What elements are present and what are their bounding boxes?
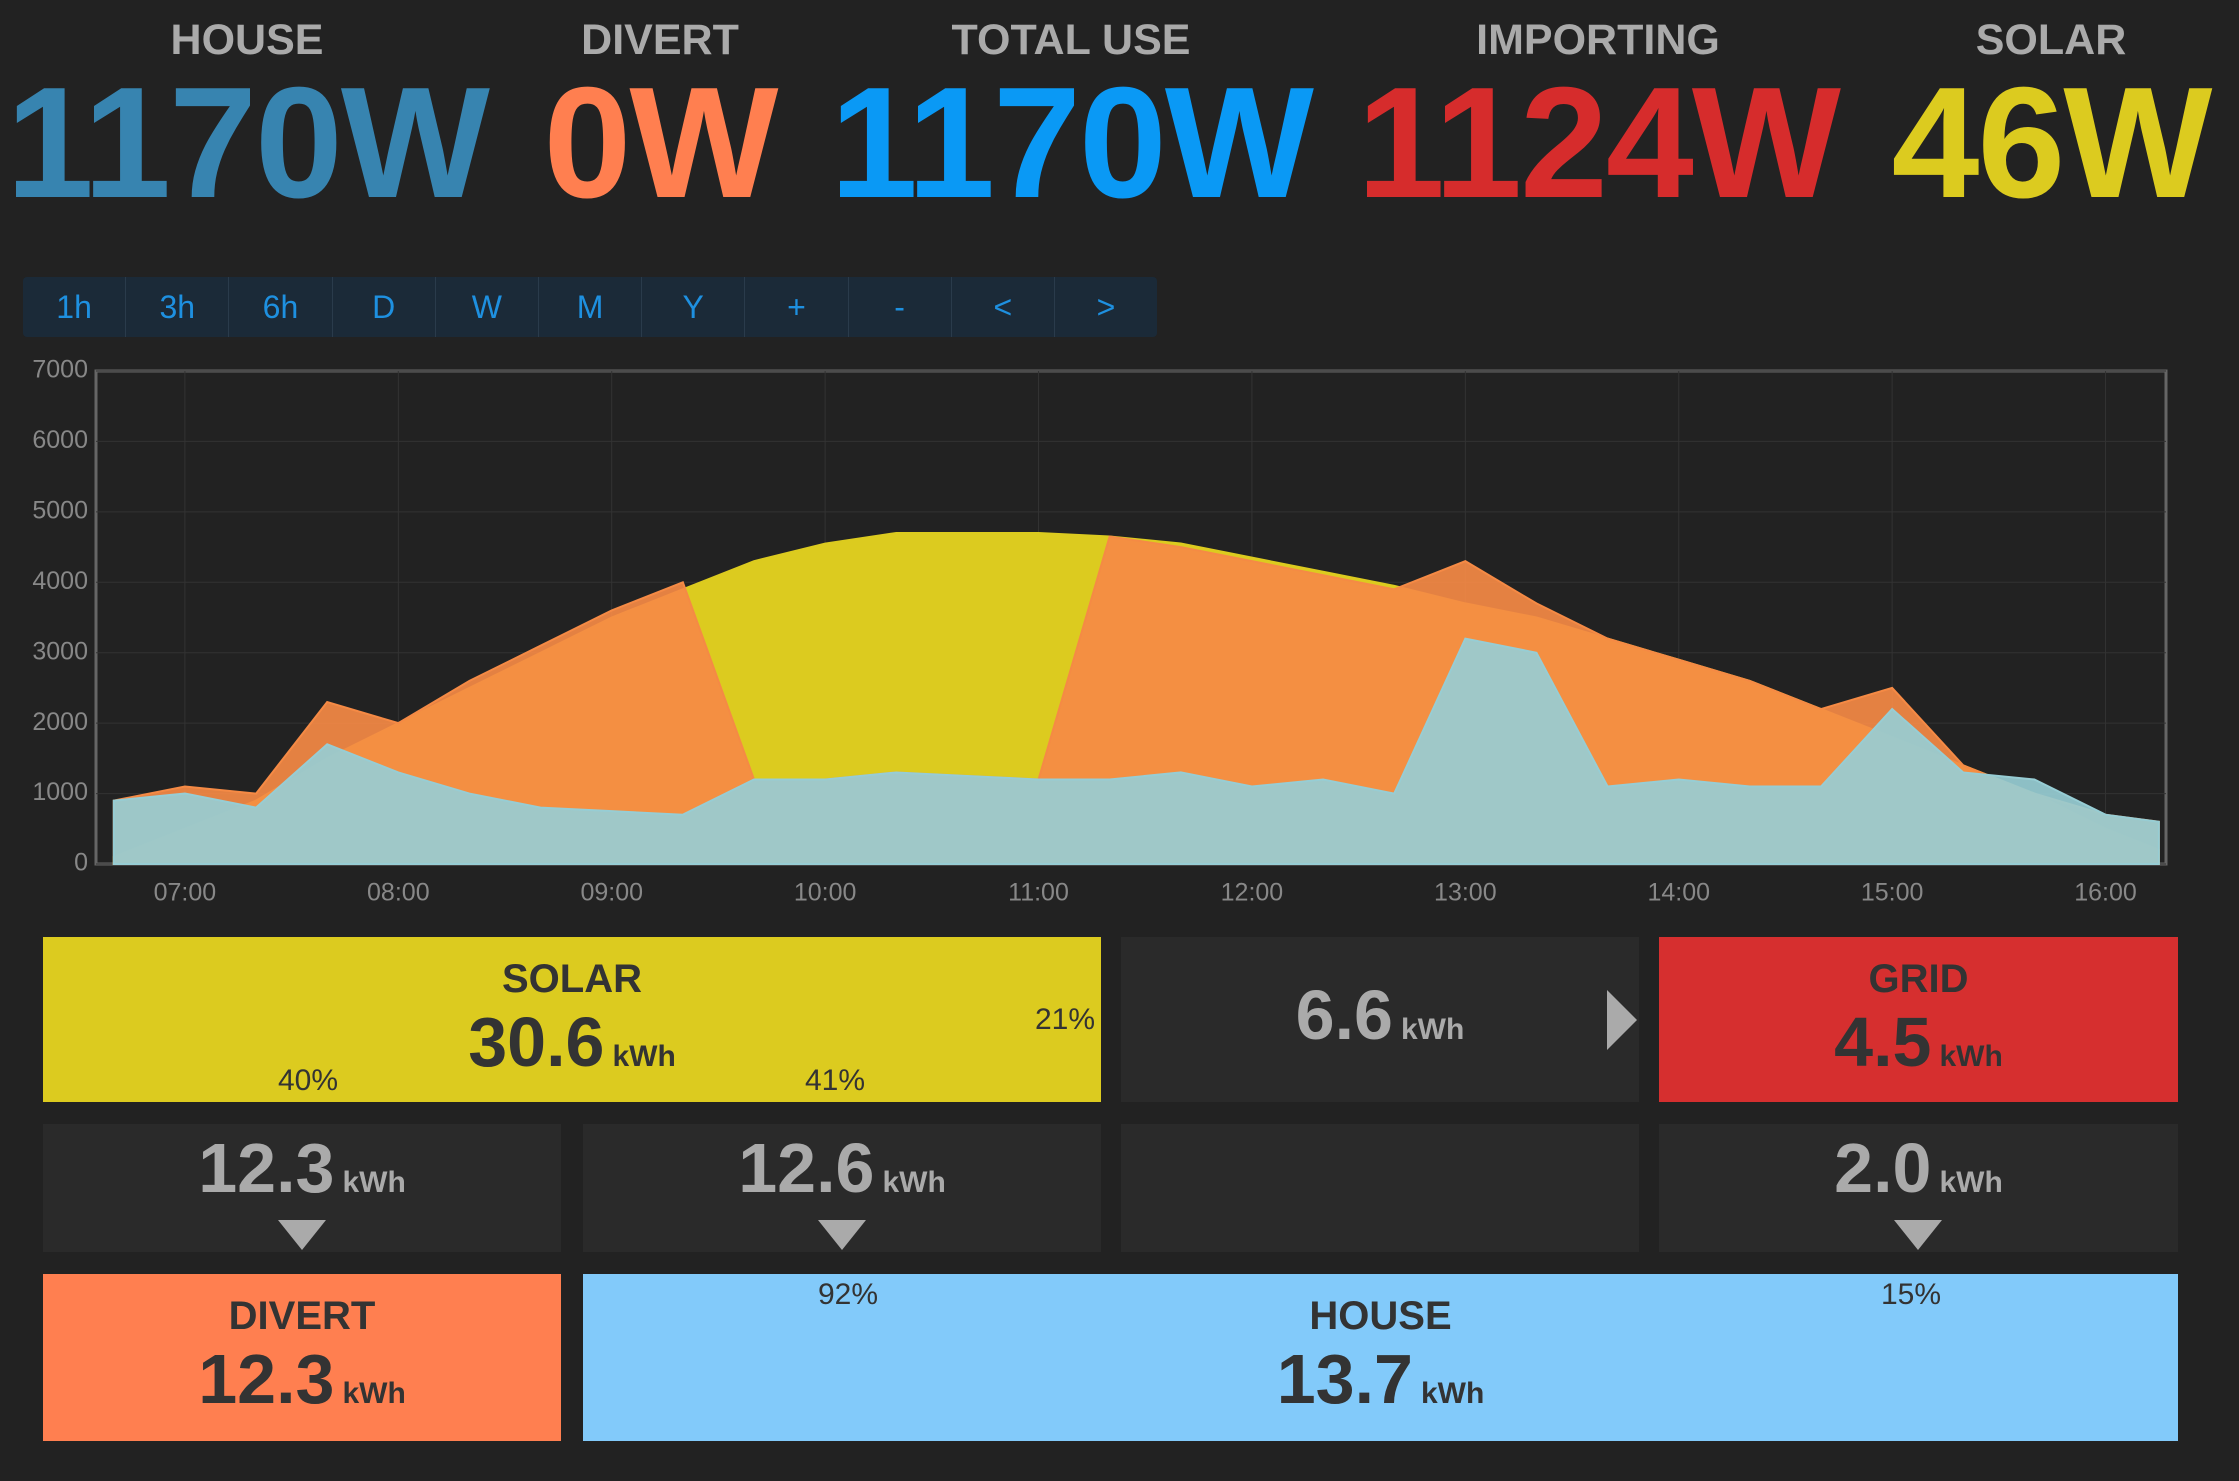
arrow-down <box>278 1220 326 1250</box>
range-button[interactable]: + <box>745 277 849 337</box>
flow-box: 2.0 kWh <box>1659 1124 2178 1252</box>
y-tick-label: 2000 <box>32 708 88 736</box>
x-tick-label: 12:00 <box>1221 879 1284 907</box>
house-box: HOUSE 13.7 kWh <box>583 1274 2178 1441</box>
box-value: 6.6 <box>1295 976 1393 1054</box>
arrow-down <box>818 1220 866 1250</box>
box-value: 2.0 <box>1834 1129 1932 1207</box>
range-button[interactable]: - <box>849 277 952 337</box>
box-value: 30.6 <box>468 1003 605 1081</box>
box-label: DIVERT <box>228 1294 376 1338</box>
box-value: 4.5 <box>1834 1003 1932 1081</box>
box-value: 13.7 <box>1276 1340 1413 1418</box>
range-button[interactable]: D <box>333 277 436 337</box>
stat-label: DIVERT <box>581 16 739 64</box>
arrow-down <box>1894 1220 1942 1250</box>
percent: 40% <box>277 1064 339 1097</box>
grid-box: GRID 4.5 kWh <box>1659 937 2178 1102</box>
range-button[interactable]: < <box>952 277 1055 337</box>
stat-label: IMPORTING <box>1476 16 1720 64</box>
box-label: HOUSE <box>1309 1294 1452 1338</box>
unit: kWh <box>1420 1377 1485 1410</box>
unit: kWh <box>1400 1013 1465 1046</box>
flow-box: 12.6 kWh <box>583 1124 1101 1252</box>
x-tick-label: 08:00 <box>367 879 430 907</box>
total-stat: TOTAL USE 1170W <box>811 12 1331 231</box>
percent: 21% <box>1034 1003 1096 1036</box>
y-tick-label: 5000 <box>32 496 88 524</box>
y-tick-label: 4000 <box>32 567 88 595</box>
stat-value: 46W <box>1891 55 2213 231</box>
percent: 15% <box>1880 1278 1942 1311</box>
export-box: 6.6 kWh <box>1121 937 1639 1102</box>
chart: 0 1000 2000 3000 4000 5000 6000 7000 07:00 08:00 0… <box>32 356 2168 907</box>
stat-label: SOLAR <box>1975 16 2127 64</box>
unit: kWh <box>342 1166 406 1199</box>
box-value: 12.3 <box>198 1129 335 1207</box>
range-button[interactable]: 3h <box>126 277 230 337</box>
arrow-right <box>1607 990 1637 1050</box>
flow-box <box>1121 1124 1639 1252</box>
x-tick-label: 13:00 <box>1434 879 1497 907</box>
unit: kWh <box>342 1377 406 1410</box>
percent: 41% <box>804 1064 866 1097</box>
stat-label: TOTAL USE <box>951 16 1191 64</box>
flow-box: 12.3 kWh <box>43 1124 561 1252</box>
stat-value: 0W <box>543 55 779 231</box>
import-stat: IMPORTING 1124W <box>1338 12 1858 231</box>
unit: kWh <box>1939 1040 2003 1073</box>
x-tick-label: 14:00 <box>1647 879 1710 907</box>
range-button[interactable]: Y <box>642 277 746 337</box>
y-tick-label: 7000 <box>32 356 88 384</box>
range-button[interactable]: 1h <box>23 277 127 337</box>
x-tick-label: 09:00 <box>580 879 643 907</box>
solar-box: SOLAR 30.6 kWh <box>43 937 1101 1102</box>
box-value: 12.3 <box>198 1340 335 1418</box>
x-tick-label: 16:00 <box>2074 879 2137 907</box>
x-tick-label: 07:00 <box>154 879 217 907</box>
divert-box: DIVERT 12.3 kWh <box>43 1274 561 1441</box>
range-button[interactable]: > <box>1096 289 1116 325</box>
stat-value: 1124W <box>1357 55 1841 231</box>
area <box>112 637 2160 865</box>
x-tick-label: 11:00 <box>1008 879 1069 907</box>
range-button[interactable]: W <box>436 277 539 337</box>
unit: kWh <box>882 1166 946 1199</box>
range-buttons: 1h 3h 6h D W M Y + - < > <box>23 277 1157 337</box>
stat-label: HOUSE <box>170 16 324 64</box>
y-tick-label: 1000 <box>32 778 88 806</box>
stat-value: 1170W <box>6 55 490 231</box>
house-stat: HOUSE 1170W <box>0 12 507 231</box>
x-tick-label: 10:00 <box>794 879 857 907</box>
range-button[interactable]: M <box>539 277 643 337</box>
box-label: GRID <box>1868 957 1969 1001</box>
unit: kWh <box>1939 1166 2003 1199</box>
stat-value: 1170W <box>830 55 1314 231</box>
y-tick-label: 6000 <box>32 426 88 454</box>
percent: 92% <box>817 1278 879 1311</box>
divert-stat: DIVERT 0W <box>400 12 920 231</box>
range-button[interactable]: 6h <box>229 277 333 337</box>
y-tick-label: 3000 <box>32 637 88 665</box>
y-tick-label: 0 <box>74 849 88 877</box>
box-value: 12.6 <box>738 1129 875 1207</box>
solar-stat: SOLAR 46W <box>1791 12 2239 231</box>
box-label: SOLAR <box>502 957 642 1001</box>
unit: kWh <box>612 1040 676 1073</box>
x-tick-label: 15:00 <box>1861 879 1924 907</box>
